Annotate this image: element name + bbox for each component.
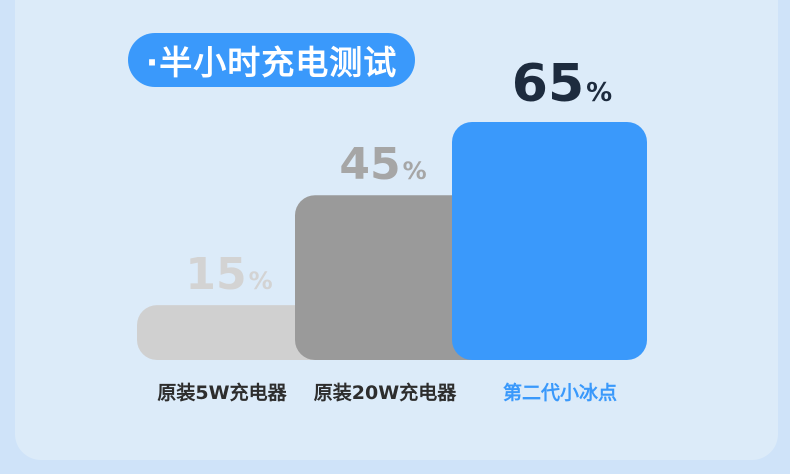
category-label-gen2-xiaobingdian: 第二代小冰点 xyxy=(502,382,618,404)
value-label-gen2-xiaobingdian: 65% xyxy=(512,58,612,110)
value-label-original-5w: 15% xyxy=(185,253,272,297)
value-unit: % xyxy=(586,78,613,108)
value-number: 15 xyxy=(185,249,247,301)
value-unit: % xyxy=(402,157,427,186)
value-number: 45 xyxy=(339,139,401,191)
value-label-original-20w: 45% xyxy=(339,143,426,187)
category-label-original-20w: 原装20W充电器 xyxy=(313,382,457,404)
bar-gen2-xiaobingdian xyxy=(452,122,647,360)
value-number: 65 xyxy=(511,54,585,114)
chart-title: ·半小时充电测试 xyxy=(128,33,415,87)
category-label-original-5w: 原装5W充电器 xyxy=(157,382,287,404)
bar-original-20w xyxy=(295,195,490,360)
value-unit: % xyxy=(248,267,273,296)
